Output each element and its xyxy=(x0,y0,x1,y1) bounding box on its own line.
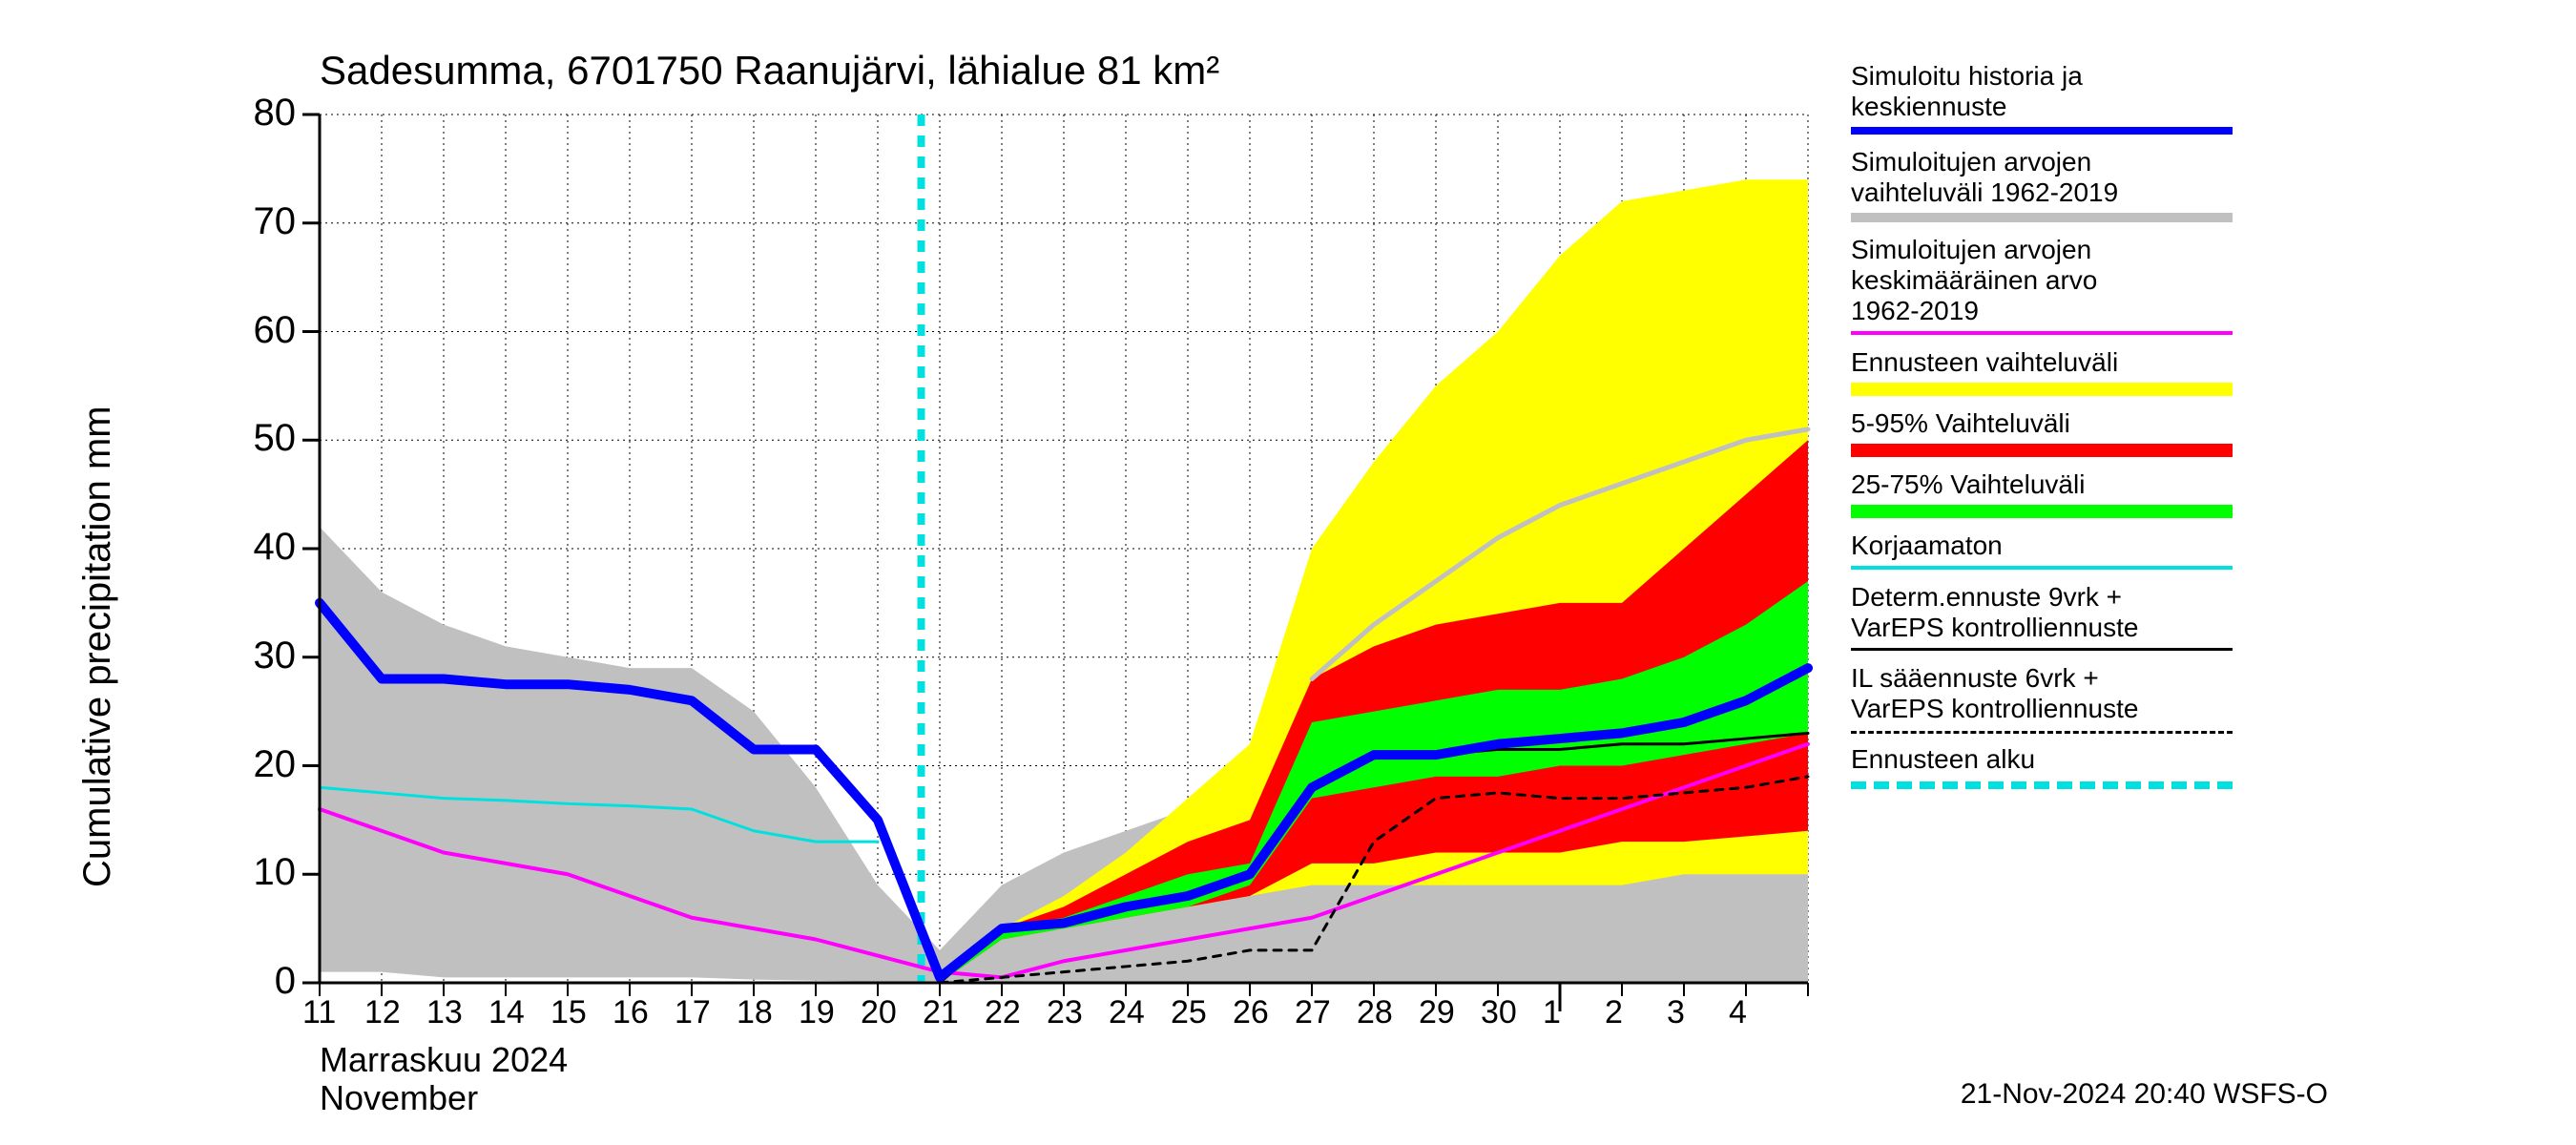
x-tick: 27 xyxy=(1295,994,1331,1031)
chart-container: Sadesumma, 6701750 Raanujärvi, lähialue … xyxy=(0,0,2576,1145)
x-tick: 1 xyxy=(1543,994,1561,1031)
x-tick: 15 xyxy=(551,994,587,1031)
x-tick: 17 xyxy=(675,994,711,1031)
legend-swatch xyxy=(1851,444,2233,457)
legend-swatch xyxy=(1851,648,2233,651)
x-tick: 25 xyxy=(1171,994,1207,1031)
y-tick: 20 xyxy=(254,743,297,786)
legend-swatch xyxy=(1851,127,2233,135)
y-tick: 70 xyxy=(254,200,297,243)
x-tick: 22 xyxy=(985,994,1021,1031)
x-tick: 3 xyxy=(1667,994,1685,1031)
x-tick: 24 xyxy=(1109,994,1145,1031)
legend-label: 5-95% Vaihteluväli xyxy=(1851,409,2070,439)
legend-label: 1962-2019 xyxy=(1851,297,1979,326)
legend-label: keskimääräinen arvo xyxy=(1851,266,2097,296)
legend-swatch xyxy=(1851,331,2233,335)
legend-label: VarEPS kontrolliennuste xyxy=(1851,614,2138,643)
y-tick: 80 xyxy=(254,92,297,135)
legend-swatch xyxy=(1851,731,2233,734)
legend-label: IL sääennuste 6vrk + xyxy=(1851,664,2099,694)
x-tick: 14 xyxy=(488,994,525,1031)
x-tick: 26 xyxy=(1233,994,1269,1031)
x-tick: 18 xyxy=(737,994,773,1031)
legend-label: Ennusteen alku xyxy=(1851,745,2035,775)
legend-swatch xyxy=(1851,213,2233,222)
x-tick: 13 xyxy=(426,994,463,1031)
x-tick: 4 xyxy=(1729,994,1747,1031)
legend-label: Determ.ennuste 9vrk + xyxy=(1851,583,2122,613)
y-tick: 10 xyxy=(254,851,297,894)
legend-label: Korjaamaton xyxy=(1851,531,2003,561)
x-tick: 21 xyxy=(923,994,959,1031)
x-tick: 20 xyxy=(861,994,897,1031)
legend-label: Simuloitujen arvojen xyxy=(1851,236,2091,265)
x-tick: 19 xyxy=(799,994,835,1031)
legend-label: keskiennuste xyxy=(1851,93,2006,122)
legend-label: Simuloitu historia ja xyxy=(1851,62,2083,92)
y-tick: 40 xyxy=(254,526,297,569)
legend-swatch xyxy=(1851,505,2233,518)
legend-swatch xyxy=(1851,781,2233,789)
plot-area xyxy=(291,86,1837,1011)
legend-label: VarEPS kontrolliennuste xyxy=(1851,695,2138,724)
x-tick: 2 xyxy=(1605,994,1623,1031)
legend-label: Ennusteen vaihteluväli xyxy=(1851,348,2118,378)
y-tick: 30 xyxy=(254,635,297,677)
legend-swatch xyxy=(1851,383,2233,396)
x-tick: 11 xyxy=(302,994,336,1031)
month-label-en: November xyxy=(320,1078,478,1118)
legend-swatch xyxy=(1851,566,2233,570)
y-tick: 0 xyxy=(275,960,296,1003)
y-tick: 60 xyxy=(254,309,297,352)
footer-timestamp: 21-Nov-2024 20:40 WSFS-O xyxy=(1961,1078,2328,1111)
x-tick: 29 xyxy=(1419,994,1455,1031)
x-tick: 30 xyxy=(1481,994,1517,1031)
y-axis-label: Cumulative precipitation mm xyxy=(76,406,119,887)
month-label-fi: Marraskuu 2024 xyxy=(320,1040,568,1080)
legend-label: Simuloitujen arvojen xyxy=(1851,148,2091,177)
x-tick: 16 xyxy=(613,994,649,1031)
x-tick: 28 xyxy=(1357,994,1393,1031)
x-tick: 12 xyxy=(364,994,401,1031)
y-tick: 50 xyxy=(254,417,297,460)
legend-label: 25-75% Vaihteluväli xyxy=(1851,470,2085,500)
legend-label: vaihteluväli 1962-2019 xyxy=(1851,178,2118,208)
x-tick: 23 xyxy=(1047,994,1083,1031)
